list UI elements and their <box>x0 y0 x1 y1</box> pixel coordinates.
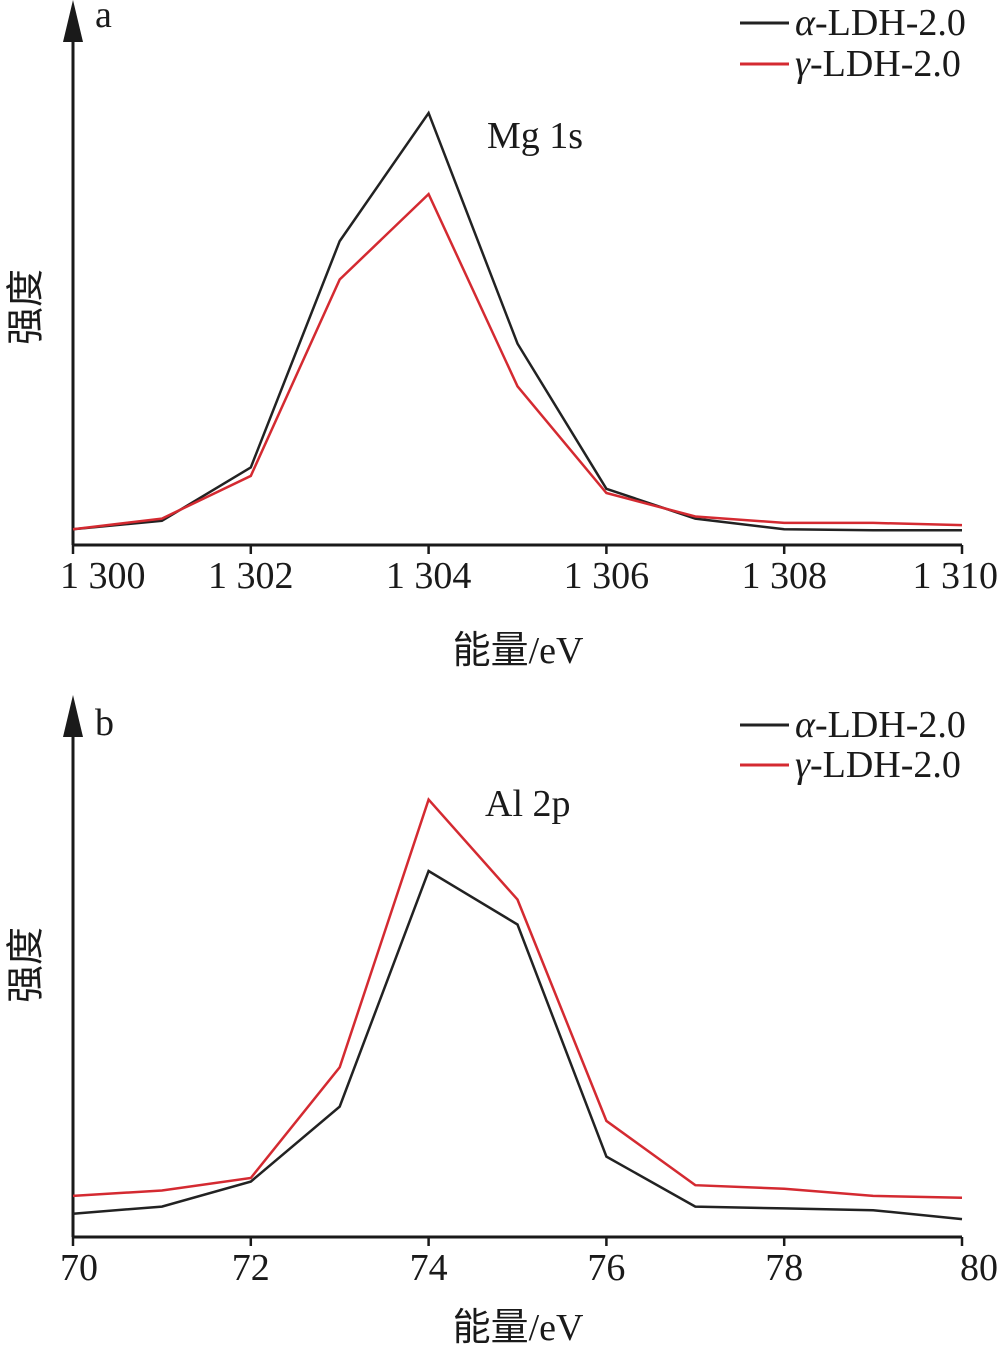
x-tick-label: 76 <box>587 1247 625 1289</box>
y-axis-arrow-icon <box>63 695 83 737</box>
peak-annotation: Mg 1s <box>487 115 583 157</box>
x-tick-label: 1 310 <box>913 555 999 597</box>
x-tick-label: 78 <box>765 1247 803 1289</box>
series-line-0 <box>72 110 962 532</box>
legend-suffix: -LDH-2.0 <box>810 43 961 85</box>
legend-greek: α <box>795 704 816 746</box>
panel-label: b <box>95 702 114 744</box>
legend-label: α-LDH-2.0 <box>795 2 966 44</box>
chart-panel-a: a 1 300 1 302 1 304 1 306 1 308 1 310 能量/eV 强度 Mg… <box>6 0 998 672</box>
series-line-1 <box>72 797 963 1199</box>
legend-label: α-LDH-2.0 <box>795 704 966 746</box>
x-tick-label: 1 304 <box>386 555 472 597</box>
x-axis-title: 能量/eV <box>453 1307 584 1349</box>
legend-greek: α <box>795 2 816 44</box>
chart-panel-b: b 70 72 74 76 78 80 能量/eV 强度 Al 2p α-LDH-2.0γ-LDH-… <box>6 695 998 1349</box>
panel-label: a <box>95 0 112 36</box>
peak-annotation: Al 2p <box>485 783 571 825</box>
x-tick-label: 1 300 <box>60 555 146 597</box>
legend-greek: γ <box>795 744 811 786</box>
legend-label: γ-LDH-2.0 <box>795 744 961 786</box>
x-tick-label: 1 308 <box>741 555 827 597</box>
x-tick-label: 70 <box>60 1247 98 1289</box>
series-line-0 <box>72 869 963 1221</box>
y-axis-title: 强度 <box>6 927 48 1003</box>
x-tick-label: 74 <box>410 1247 448 1289</box>
y-axis-title: 强度 <box>6 269 48 345</box>
x-tick-label: 72 <box>232 1247 270 1289</box>
series-line-1 <box>72 191 963 531</box>
legend-entry: γ-LDH-2.0 <box>740 43 961 85</box>
y-axis-arrow-icon <box>63 0 83 42</box>
x-tick-label: 1 306 <box>564 555 650 597</box>
x-tick-label: 80 <box>960 1247 998 1289</box>
legend-suffix: -LDH-2.0 <box>815 704 966 746</box>
legend-entry: α-LDH-2.0 <box>740 2 966 44</box>
legend-greek: γ <box>795 43 811 85</box>
legend-suffix: -LDH-2.0 <box>810 744 961 786</box>
x-tick-label: 1 302 <box>208 555 294 597</box>
x-axis-title: 能量/eV <box>453 630 584 672</box>
legend-label: γ-LDH-2.0 <box>795 43 961 85</box>
legend-suffix: -LDH-2.0 <box>815 2 966 44</box>
legend-entry: α-LDH-2.0 <box>740 704 966 746</box>
legend-entry: γ-LDH-2.0 <box>740 744 961 786</box>
